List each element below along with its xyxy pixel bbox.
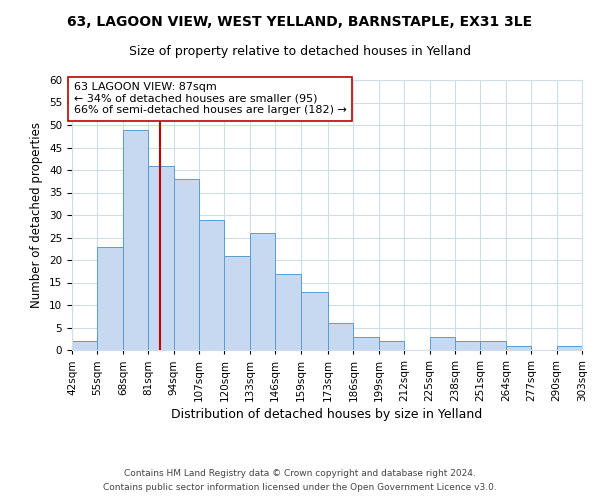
Bar — [97, 246, 123, 350]
Bar — [72, 341, 97, 350]
Y-axis label: Number of detached properties: Number of detached properties — [31, 122, 43, 308]
Bar — [301, 292, 328, 350]
Bar — [275, 274, 301, 350]
Text: 63 LAGOON VIEW: 87sqm
← 34% of detached houses are smaller (95)
66% of semi-deta: 63 LAGOON VIEW: 87sqm ← 34% of detached … — [74, 82, 347, 116]
Bar — [199, 220, 224, 350]
Bar — [328, 323, 353, 350]
Bar — [353, 336, 379, 350]
Text: 63, LAGOON VIEW, WEST YELLAND, BARNSTAPLE, EX31 3LE: 63, LAGOON VIEW, WEST YELLAND, BARNSTAPL… — [67, 15, 533, 29]
Bar — [224, 256, 250, 350]
Bar — [481, 341, 506, 350]
X-axis label: Distribution of detached houses by size in Yelland: Distribution of detached houses by size … — [172, 408, 482, 421]
Bar — [123, 130, 148, 350]
Text: Size of property relative to detached houses in Yelland: Size of property relative to detached ho… — [129, 45, 471, 58]
Bar — [173, 179, 199, 350]
Text: Contains HM Land Registry data © Crown copyright and database right 2024.: Contains HM Land Registry data © Crown c… — [124, 468, 476, 477]
Bar — [250, 233, 275, 350]
Bar — [506, 346, 531, 350]
Text: Contains public sector information licensed under the Open Government Licence v3: Contains public sector information licen… — [103, 484, 497, 492]
Bar — [557, 346, 582, 350]
Bar — [148, 166, 173, 350]
Bar — [430, 336, 455, 350]
Bar — [379, 341, 404, 350]
Bar — [455, 341, 481, 350]
